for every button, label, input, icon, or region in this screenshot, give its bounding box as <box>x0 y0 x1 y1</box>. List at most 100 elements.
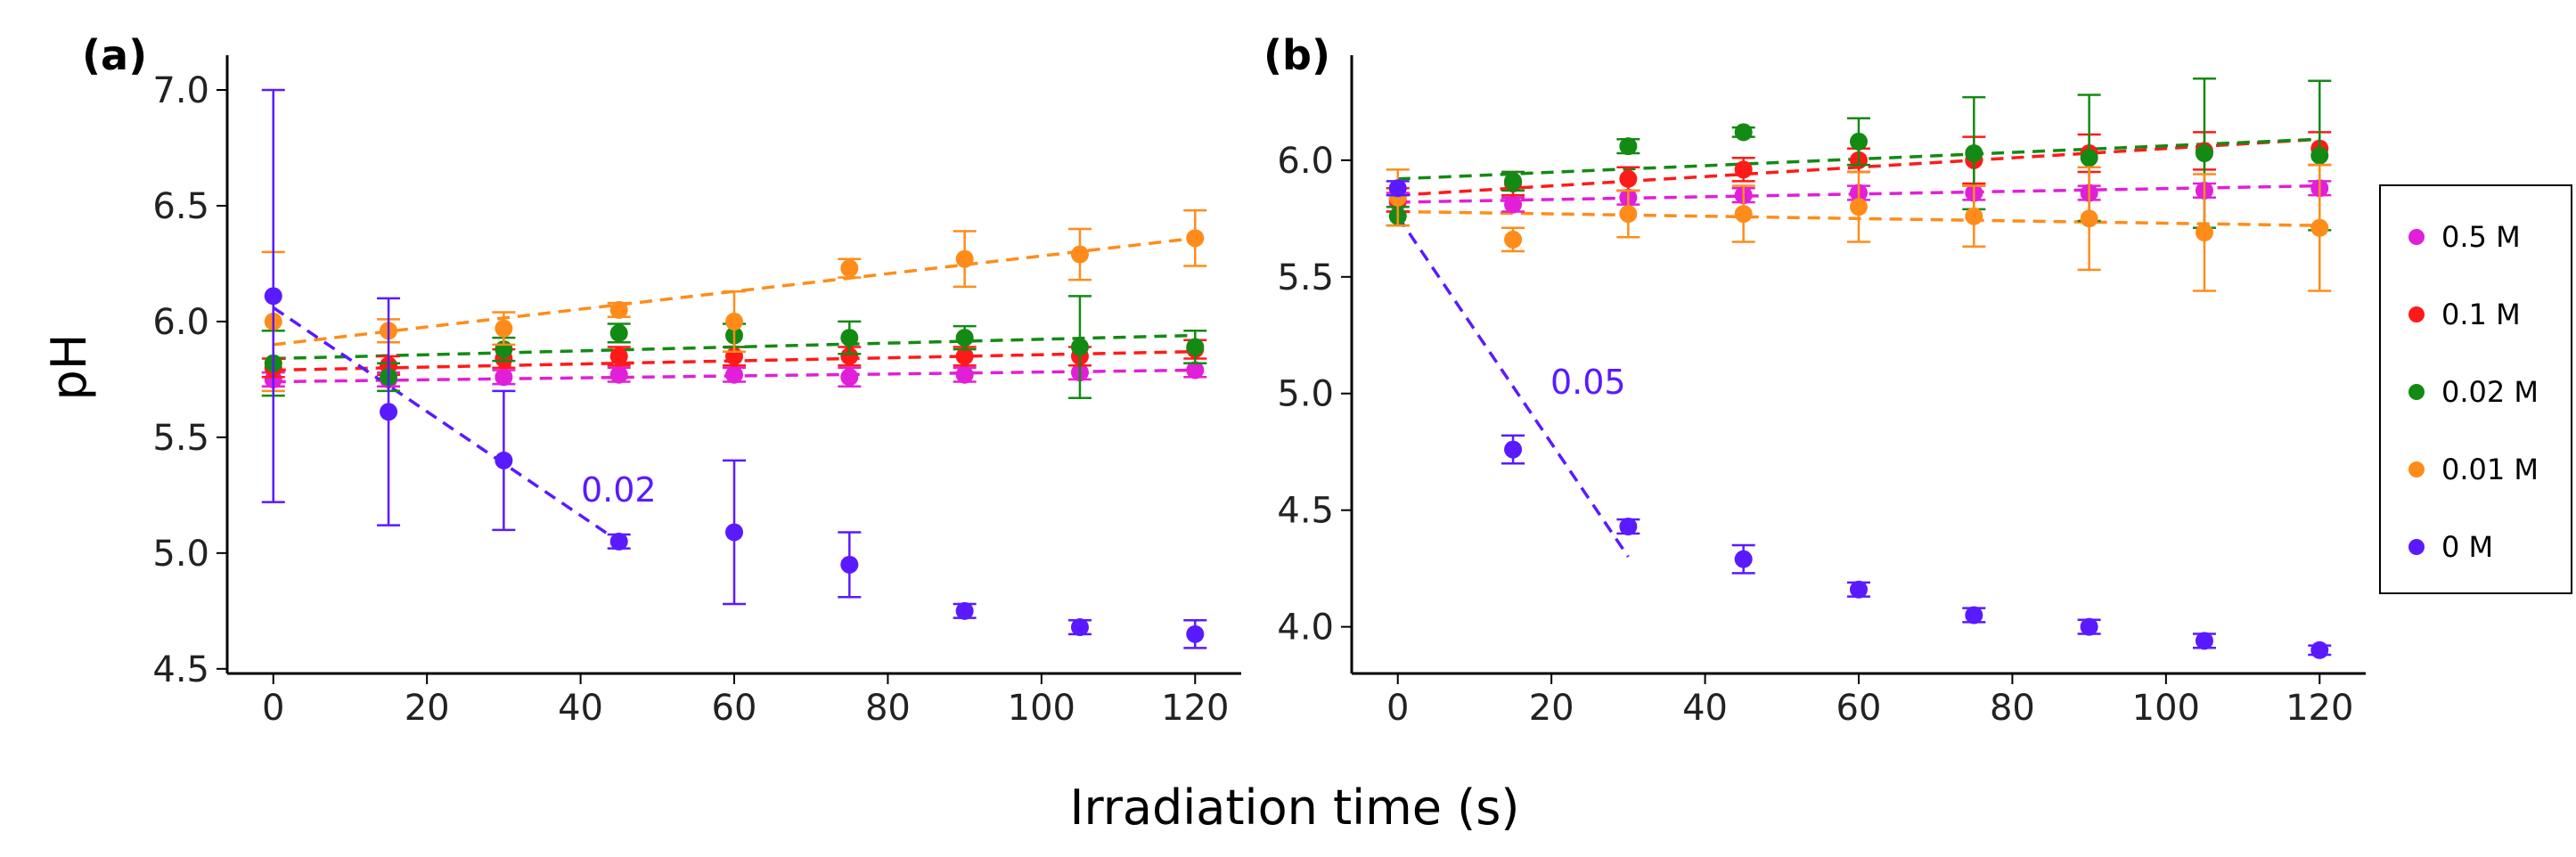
legend-marker <box>2408 229 2425 245</box>
data-point-0p1M <box>840 347 859 365</box>
panel-b-ytick-label: 4.5 <box>1277 491 1334 532</box>
data-point-0M <box>1965 606 1983 624</box>
data-point-0p01M <box>1619 205 1638 224</box>
panel-b-ytick-label: 6.0 <box>1277 141 1334 182</box>
panel-a-ytick-label: 6.0 <box>152 302 209 343</box>
data-point-0p02M <box>1504 172 1523 191</box>
panel-b-label: (b) <box>1263 31 1330 79</box>
legend-marker <box>2408 384 2425 400</box>
panel-a-xtick-label: 20 <box>405 688 450 729</box>
data-point-0p5M <box>725 365 743 384</box>
legend-marker <box>2408 539 2425 555</box>
panel-b-ticks: 0 20 40 60 80 100 120 4.0 4.5 5.0 5.5 6.0 <box>1277 141 2353 729</box>
data-point-0p02M <box>1850 132 1868 151</box>
legend-label: 0.01 M <box>2441 453 2539 486</box>
data-point-0p01M <box>725 312 743 331</box>
data-point-0M <box>1619 518 1638 536</box>
data-point-0p02M <box>2080 149 2098 167</box>
panel-b-xtick-label: 60 <box>1836 688 1882 729</box>
x-axis-label: Irradiation time (s) <box>1070 779 1520 836</box>
data-point-0p01M <box>2080 209 2098 228</box>
panel-a: (a) 0 20 40 60 80 100 120 4.5 5.0 5.5 6.0 6.5 7.0 0.… <box>82 31 1241 729</box>
data-point-0p5M <box>495 368 513 387</box>
data-point-0M <box>495 451 513 469</box>
panel-a-ytick-label: 6.5 <box>152 186 209 227</box>
panel-a-slope-label: 0.02 <box>581 470 657 510</box>
data-point-0M <box>2310 641 2329 659</box>
legend-marker <box>2408 306 2425 322</box>
panel-b-xtick-label: 100 <box>2132 688 2200 729</box>
panel-a-label: (a) <box>82 31 147 79</box>
data-point-0p02M <box>1619 137 1638 156</box>
data-point-0M <box>840 555 859 574</box>
data-point-0p01M <box>2195 224 2213 242</box>
data-point-0p02M <box>1070 338 1089 356</box>
data-point-0p01M <box>1734 205 1753 224</box>
panel-a-xtick-label: 100 <box>1008 688 1075 729</box>
legend-label: 0.1 M <box>2441 298 2521 331</box>
legend-entries: 0.5 M 0.1 M 0.02 M 0.01 M 0 M <box>2408 220 2539 564</box>
panel-b-xtick-label: 120 <box>2286 688 2353 729</box>
panel-b-ytick-label: 4.0 <box>1277 608 1334 649</box>
data-point-0p02M <box>1965 143 1983 162</box>
data-point-0p5M <box>1186 361 1205 380</box>
panel-b-xtick-label: 80 <box>1990 688 2035 729</box>
fit-line-0M <box>272 306 620 543</box>
data-point-0p01M <box>2310 218 2329 237</box>
panel-a-xtick-label: 120 <box>1161 688 1229 729</box>
legend: 0.5 M 0.1 M 0.02 M 0.01 M 0 M <box>2379 184 2572 594</box>
data-point-0M <box>1850 580 1868 599</box>
panel-a-xtick-label: 80 <box>865 688 911 729</box>
panel-b-ytick-label: 5.5 <box>1277 257 1334 298</box>
data-point-0p02M <box>1186 338 1205 356</box>
panel-b-ytick-label: 5.0 <box>1277 374 1334 415</box>
data-point-0p02M <box>840 329 859 347</box>
data-point-0M <box>1186 624 1205 643</box>
data-point-0M <box>264 287 282 306</box>
panel-a-ytick-label: 7.0 <box>152 70 209 111</box>
data-point-0M <box>1070 618 1089 637</box>
data-point-0M <box>2195 632 2213 650</box>
panel-b: (b) 0 20 40 60 80 100 120 4.0 4.5 5.0 5.5 6.0 0.05 <box>1263 31 2366 729</box>
panel-b-xtick-label: 40 <box>1682 688 1728 729</box>
fit-line-0p01M <box>273 236 1196 347</box>
data-point-0p5M <box>840 368 859 387</box>
data-point-0p01M <box>840 259 859 278</box>
data-point-0p02M <box>955 329 974 347</box>
legend-label: 0 M <box>2441 530 2493 564</box>
data-point-0M <box>1388 179 1407 198</box>
data-point-0M <box>1504 440 1523 459</box>
panel-b-slope-label: 0.05 <box>1550 363 1626 402</box>
data-point-0p02M <box>2310 146 2329 165</box>
data-point-0M <box>380 403 398 421</box>
data-point-0p01M <box>1070 245 1089 264</box>
data-point-0p1M <box>609 347 628 365</box>
data-point-0p5M <box>609 365 628 384</box>
fit-line-0M <box>1396 215 1630 559</box>
panel-a-xtick-label: 0 <box>262 688 284 729</box>
panel-a-ytick-label: 5.5 <box>152 418 209 459</box>
panel-a-ytick-label: 4.5 <box>152 649 209 690</box>
data-point-0p01M <box>1850 198 1868 216</box>
data-point-0p01M <box>1504 230 1523 249</box>
panel-a-data-marks <box>261 88 1207 649</box>
data-point-0p5M <box>1504 195 1523 214</box>
data-point-0p01M <box>609 300 628 319</box>
data-point-0M <box>955 601 974 620</box>
data-point-0M <box>725 523 743 542</box>
panel-b-xtick-label: 20 <box>1529 688 1574 729</box>
panel-b-xtick-label: 0 <box>1386 688 1409 729</box>
data-point-0p01M <box>1965 207 1983 225</box>
data-point-0p02M <box>609 323 628 342</box>
panel-a-ticks: 0 20 40 60 80 100 120 4.5 5.0 5.5 6.0 6.5 7.0 <box>152 70 1229 729</box>
data-point-0p01M <box>495 319 513 338</box>
data-point-0p1M <box>1619 169 1638 188</box>
panel-a-ytick-label: 5.0 <box>152 534 209 575</box>
data-point-0p5M <box>955 365 974 384</box>
panel-b-data-marks <box>1386 77 2332 659</box>
data-point-0p1M <box>955 347 974 365</box>
y-axis-label: pH <box>41 334 97 401</box>
data-point-0p01M <box>955 249 974 268</box>
legend-marker <box>2408 461 2425 477</box>
